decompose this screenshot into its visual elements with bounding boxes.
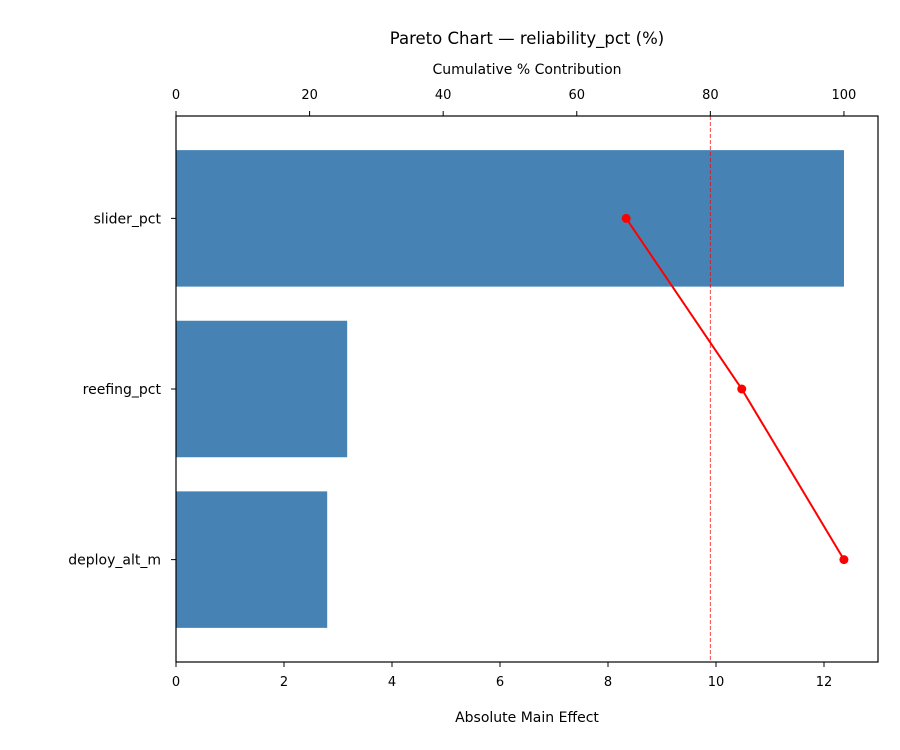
x-tick-label: 4 [388, 675, 396, 690]
y-tick-label: reefing_pct [83, 382, 162, 398]
x2-tick-label: 20 [301, 88, 318, 103]
cumulative-point [621, 213, 631, 223]
top-axis-label: Cumulative % Contribution [432, 62, 621, 78]
y-tick-label: deploy_alt_m [68, 553, 161, 569]
x2-tick-label: 60 [568, 88, 585, 103]
y-tick-label: slider_pct [94, 211, 162, 227]
bar-deploy_alt_m [176, 491, 328, 628]
chart-title: Pareto Chart — reliability_pct (%) [390, 29, 664, 49]
x-tick-label: 6 [496, 675, 504, 690]
x-tick-label: 10 [708, 675, 725, 690]
bottom-axis-label: Absolute Main Effect [455, 710, 599, 726]
x2-tick-label: 80 [702, 88, 719, 103]
cumulative-point [737, 384, 747, 394]
plot-frame [175, 115, 879, 663]
x-tick-label: 2 [280, 675, 288, 690]
x2-tick-label: 40 [435, 88, 452, 103]
x-tick-label: 8 [604, 675, 612, 690]
cumulative-point [839, 555, 849, 565]
x-tick-label: 0 [172, 675, 180, 690]
bar-reefing_pct [176, 320, 348, 458]
x2-tick-label: 0 [172, 88, 180, 103]
bar-slider_pct [176, 150, 844, 287]
x2-tick-label: 100 [832, 88, 857, 103]
x-tick-label: 12 [816, 675, 833, 690]
